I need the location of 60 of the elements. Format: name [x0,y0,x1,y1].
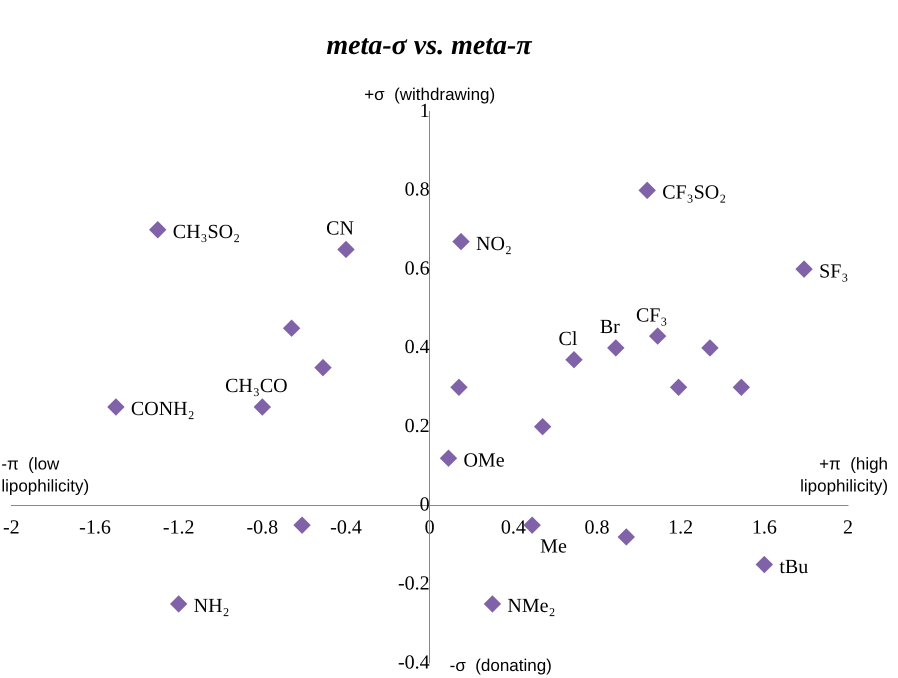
annotation: CONH₂ [130,398,195,420]
annotation: Br [600,316,620,338]
y-tick-label: 0.2 [404,414,430,437]
annotation: SF₃ [819,260,848,282]
point [283,320,300,337]
annotation: CH₃CO [225,375,288,398]
annotation: CN [326,218,354,240]
annotation: NO₂ [476,232,512,255]
x-tick-label: 0.8 [584,516,610,539]
point [732,378,750,396]
y-tick-label: 0.8 [404,178,430,201]
point [534,418,552,436]
point [338,240,354,258]
annotation: CF₃SO₂ [662,182,726,204]
x-tick-label: -0.4 [330,516,362,539]
point [452,233,470,250]
point [294,516,311,534]
annotation: tBu [779,556,808,578]
x-tick-label: -2 [2,516,20,539]
point [649,328,666,345]
annotation: NMe₂ [507,595,556,618]
y-tick-label: 0 [420,494,430,516]
annotation: CH₃SO₂ [172,221,240,244]
x-tick-label: -1.6 [79,516,111,539]
annotation: OMe [463,449,505,472]
point [618,528,635,546]
point [170,595,188,612]
point [670,378,688,396]
point [756,556,773,574]
point [484,595,501,612]
x-tick-label: 1.2 [668,516,694,539]
point [638,182,656,199]
x-tick-label: 2 [843,516,853,539]
y-tick-label: -0.4 [398,651,430,674]
point [254,398,271,416]
annotation: -π (low lipophilicity) [1,454,90,496]
point [607,339,624,356]
point [524,516,541,534]
annotation: CF₃ [636,304,668,326]
y-tick-label: 0.4 [404,336,430,358]
chart-title: meta-σ vs. meta-π [326,30,532,62]
x-tick-label: 1.6 [752,516,777,539]
point [796,260,813,278]
x-tick-label: -1.2 [162,516,194,539]
point [314,359,332,376]
point [440,450,457,467]
point [450,378,468,396]
point [565,351,582,368]
x-tick-label: -0.8 [246,516,278,539]
x-axis-title: +π (high lipophilicity) [800,454,888,496]
point [107,398,124,416]
point [149,221,166,238]
x-tick-label: 0.4 [500,516,526,539]
annotation: Me [540,535,567,558]
annotation: -σ (donating) [450,656,552,676]
point [701,339,718,356]
annotation: Cl [558,328,578,350]
y-tick-label: -0.2 [398,572,430,594]
annotation: NH₂ [194,595,230,618]
y-tick-label: 0.6 [404,257,430,280]
